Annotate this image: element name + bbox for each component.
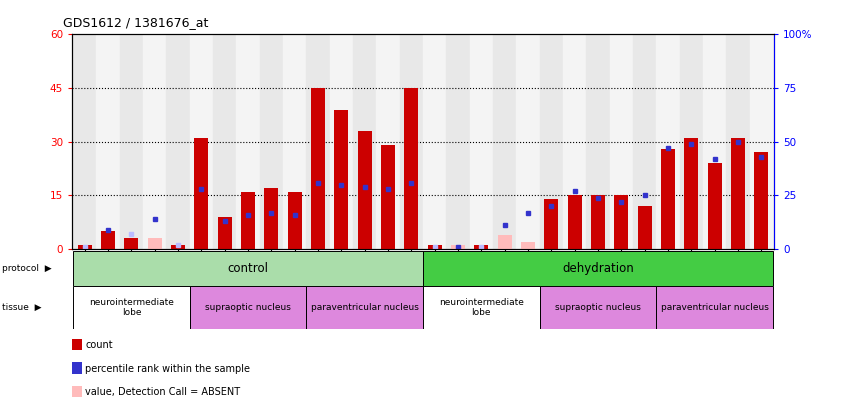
Text: neurointermediate
lobe: neurointermediate lobe bbox=[439, 298, 524, 317]
Bar bbox=[497, 235, 512, 249]
Text: percentile rank within the sample: percentile rank within the sample bbox=[85, 364, 250, 373]
Text: paraventricular nucleus: paraventricular nucleus bbox=[310, 303, 419, 312]
Bar bbox=[353, 34, 376, 249]
Bar bbox=[73, 286, 190, 329]
Bar bbox=[614, 196, 629, 249]
Text: supraoptic nucleus: supraoptic nucleus bbox=[205, 303, 291, 312]
Bar bbox=[610, 34, 633, 249]
Text: dehydration: dehydration bbox=[562, 262, 634, 275]
Bar bbox=[213, 34, 236, 249]
Bar bbox=[311, 88, 325, 249]
Bar bbox=[750, 34, 773, 249]
Bar bbox=[143, 34, 167, 249]
Bar bbox=[540, 286, 656, 329]
Bar bbox=[283, 34, 306, 249]
Bar bbox=[399, 34, 423, 249]
Bar bbox=[544, 199, 558, 249]
Bar bbox=[241, 192, 255, 249]
Bar bbox=[661, 149, 675, 249]
Bar bbox=[656, 34, 679, 249]
Text: protocol  ▶: protocol ▶ bbox=[2, 264, 52, 273]
Bar bbox=[656, 286, 773, 329]
Text: GDS1612 / 1381676_at: GDS1612 / 1381676_at bbox=[63, 16, 209, 29]
Bar bbox=[679, 34, 703, 249]
Bar bbox=[638, 206, 651, 249]
Bar bbox=[306, 34, 330, 249]
Bar bbox=[568, 196, 582, 249]
Bar bbox=[540, 34, 563, 249]
Text: paraventricular nucleus: paraventricular nucleus bbox=[661, 303, 768, 312]
Bar bbox=[404, 88, 418, 249]
Text: supraoptic nucleus: supraoptic nucleus bbox=[555, 303, 641, 312]
Text: count: count bbox=[85, 340, 113, 350]
Bar bbox=[167, 34, 190, 249]
Bar bbox=[358, 131, 371, 249]
Bar bbox=[423, 34, 447, 249]
Text: neurointermediate
lobe: neurointermediate lobe bbox=[89, 298, 173, 317]
Bar bbox=[306, 286, 423, 329]
Bar bbox=[120, 34, 143, 249]
Bar bbox=[591, 196, 605, 249]
Bar bbox=[428, 245, 442, 249]
Bar bbox=[684, 138, 698, 249]
Bar bbox=[731, 138, 745, 249]
Bar bbox=[264, 188, 278, 249]
Bar bbox=[78, 245, 91, 249]
Bar bbox=[470, 34, 493, 249]
Text: tissue  ▶: tissue ▶ bbox=[2, 303, 41, 312]
Bar bbox=[236, 34, 260, 249]
Bar bbox=[330, 34, 353, 249]
Bar bbox=[423, 251, 773, 286]
Bar bbox=[703, 34, 726, 249]
Bar bbox=[493, 34, 516, 249]
Bar bbox=[171, 245, 185, 249]
Text: control: control bbox=[228, 262, 268, 275]
Bar bbox=[124, 238, 139, 249]
Bar bbox=[96, 34, 120, 249]
Bar bbox=[334, 110, 349, 249]
Bar bbox=[288, 192, 302, 249]
Bar bbox=[217, 217, 232, 249]
Bar bbox=[516, 34, 540, 249]
Bar bbox=[190, 286, 306, 329]
Bar bbox=[148, 238, 162, 249]
Bar bbox=[521, 242, 535, 249]
Bar bbox=[376, 34, 399, 249]
Bar bbox=[73, 251, 423, 286]
Bar bbox=[451, 245, 465, 249]
Bar bbox=[447, 34, 470, 249]
Text: value, Detection Call = ABSENT: value, Detection Call = ABSENT bbox=[85, 387, 240, 397]
Bar bbox=[73, 34, 96, 249]
Bar bbox=[475, 245, 488, 249]
Bar bbox=[563, 34, 586, 249]
Bar bbox=[707, 163, 722, 249]
Bar bbox=[726, 34, 750, 249]
Bar bbox=[381, 145, 395, 249]
Bar bbox=[633, 34, 656, 249]
Bar bbox=[101, 231, 115, 249]
Bar bbox=[423, 286, 540, 329]
Bar bbox=[755, 153, 768, 249]
Bar bbox=[260, 34, 283, 249]
Bar bbox=[195, 138, 208, 249]
Bar bbox=[586, 34, 610, 249]
Bar bbox=[190, 34, 213, 249]
